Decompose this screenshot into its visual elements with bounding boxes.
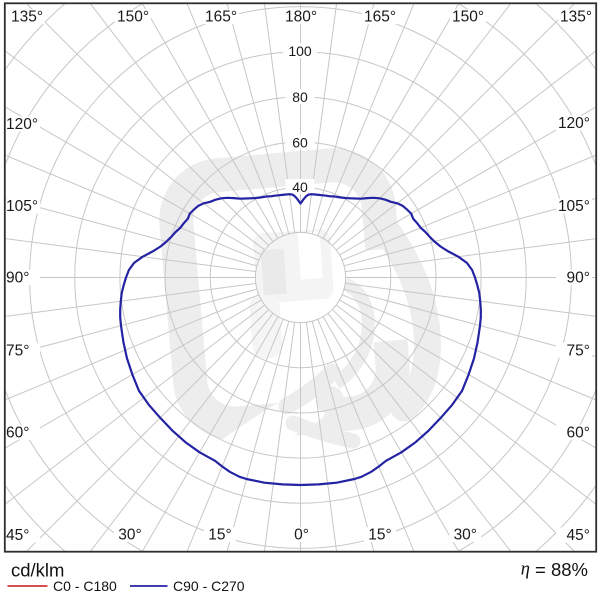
svg-text:60°: 60° xyxy=(6,424,29,441)
svg-text:0°: 0° xyxy=(294,527,309,544)
svg-text:45°: 45° xyxy=(567,527,590,544)
svg-text:165°: 165° xyxy=(364,9,396,26)
svg-text:90°: 90° xyxy=(567,269,590,286)
svg-text:60: 60 xyxy=(292,134,308,150)
svg-text:η = 88%: η = 88% xyxy=(521,559,588,580)
svg-text:120°: 120° xyxy=(558,115,590,132)
svg-text:C0 - C180: C0 - C180 xyxy=(53,578,117,594)
svg-text:30°: 30° xyxy=(454,527,477,544)
svg-text:150°: 150° xyxy=(117,9,149,26)
svg-text:75°: 75° xyxy=(6,342,29,359)
svg-text:60°: 60° xyxy=(567,424,590,441)
svg-text:105°: 105° xyxy=(558,198,590,215)
svg-text:120°: 120° xyxy=(6,116,38,133)
svg-text:C90 - C270: C90 - C270 xyxy=(173,578,245,594)
svg-text:80: 80 xyxy=(292,89,308,105)
svg-text:180°: 180° xyxy=(285,9,317,26)
svg-text:15°: 15° xyxy=(208,527,231,544)
svg-text:30°: 30° xyxy=(118,527,141,544)
svg-text:75°: 75° xyxy=(567,342,590,359)
svg-text:135°: 135° xyxy=(11,9,43,26)
svg-text:165°: 165° xyxy=(205,9,237,26)
svg-text:40: 40 xyxy=(292,179,308,195)
svg-text:100: 100 xyxy=(288,43,312,59)
svg-text:45°: 45° xyxy=(6,527,29,544)
svg-text:105°: 105° xyxy=(6,198,38,215)
svg-text:15°: 15° xyxy=(368,527,391,544)
svg-text:135°: 135° xyxy=(560,9,592,26)
svg-text:90°: 90° xyxy=(6,269,29,286)
svg-text:150°: 150° xyxy=(452,9,484,26)
svg-text:cd/klm: cd/klm xyxy=(11,560,64,581)
